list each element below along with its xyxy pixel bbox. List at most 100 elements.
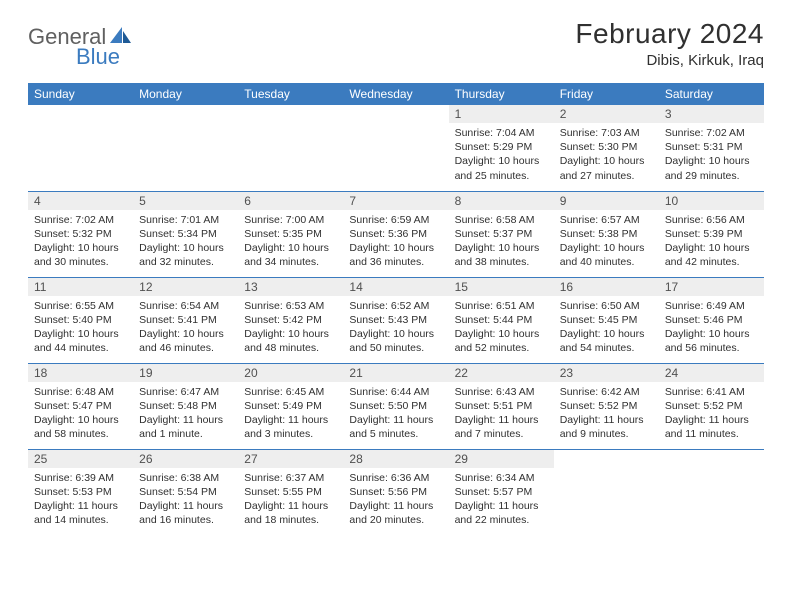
sunrise-line: Sunrise: 6:44 AM — [349, 385, 442, 399]
sunset-line: Sunset: 5:29 PM — [455, 140, 548, 154]
calendar-row: 25Sunrise: 6:39 AMSunset: 5:53 PMDayligh… — [28, 449, 764, 535]
daylight-line: Daylight: 11 hours and 1 minute. — [139, 413, 232, 441]
sunrise-line: Sunrise: 6:45 AM — [244, 385, 337, 399]
sunrise-line: Sunrise: 6:52 AM — [349, 299, 442, 313]
sunset-line: Sunset: 5:54 PM — [139, 485, 232, 499]
header: General February 2024 Dibis, Kirkuk, Ira… — [28, 18, 764, 69]
daylight-line: Daylight: 10 hours and 34 minutes. — [244, 241, 337, 269]
day-number: 20 — [238, 364, 343, 382]
day-number: 9 — [554, 192, 659, 210]
day-details: Sunrise: 6:53 AMSunset: 5:42 PMDaylight:… — [238, 296, 343, 360]
day-details: Sunrise: 6:54 AMSunset: 5:41 PMDaylight:… — [133, 296, 238, 360]
day-number: 17 — [659, 278, 764, 296]
weekday-header: Tuesday — [238, 83, 343, 105]
calendar-cell: 13Sunrise: 6:53 AMSunset: 5:42 PMDayligh… — [238, 277, 343, 363]
day-details: Sunrise: 6:59 AMSunset: 5:36 PMDaylight:… — [343, 210, 448, 274]
daylight-line: Daylight: 11 hours and 7 minutes. — [455, 413, 548, 441]
day-details: Sunrise: 6:37 AMSunset: 5:55 PMDaylight:… — [238, 468, 343, 532]
sunrise-line: Sunrise: 6:49 AM — [665, 299, 758, 313]
daylight-line: Daylight: 11 hours and 5 minutes. — [349, 413, 442, 441]
calendar-cell: 15Sunrise: 6:51 AMSunset: 5:44 PMDayligh… — [449, 277, 554, 363]
sunset-line: Sunset: 5:52 PM — [665, 399, 758, 413]
daylight-line: Daylight: 10 hours and 50 minutes. — [349, 327, 442, 355]
sunrise-line: Sunrise: 6:42 AM — [560, 385, 653, 399]
day-details: Sunrise: 6:51 AMSunset: 5:44 PMDaylight:… — [449, 296, 554, 360]
day-number: 27 — [238, 450, 343, 468]
day-details: Sunrise: 6:43 AMSunset: 5:51 PMDaylight:… — [449, 382, 554, 446]
day-details: Sunrise: 6:58 AMSunset: 5:37 PMDaylight:… — [449, 210, 554, 274]
sunrise-line: Sunrise: 6:43 AM — [455, 385, 548, 399]
day-details: Sunrise: 6:41 AMSunset: 5:52 PMDaylight:… — [659, 382, 764, 446]
day-number: 7 — [343, 192, 448, 210]
sunrise-line: Sunrise: 6:50 AM — [560, 299, 653, 313]
sunset-line: Sunset: 5:30 PM — [560, 140, 653, 154]
day-number: 14 — [343, 278, 448, 296]
sunset-line: Sunset: 5:46 PM — [665, 313, 758, 327]
day-number: 1 — [449, 105, 554, 123]
calendar-cell-empty — [238, 105, 343, 191]
daylight-line: Daylight: 11 hours and 9 minutes. — [560, 413, 653, 441]
weekday-header: Thursday — [449, 83, 554, 105]
calendar-cell: 12Sunrise: 6:54 AMSunset: 5:41 PMDayligh… — [133, 277, 238, 363]
daylight-line: Daylight: 10 hours and 25 minutes. — [455, 154, 548, 182]
sunrise-line: Sunrise: 7:04 AM — [455, 126, 548, 140]
sunrise-line: Sunrise: 6:57 AM — [560, 213, 653, 227]
calendar-cell: 18Sunrise: 6:48 AMSunset: 5:47 PMDayligh… — [28, 363, 133, 449]
calendar-cell-empty — [28, 105, 133, 191]
calendar-body: 1Sunrise: 7:04 AMSunset: 5:29 PMDaylight… — [28, 105, 764, 535]
calendar-cell: 20Sunrise: 6:45 AMSunset: 5:49 PMDayligh… — [238, 363, 343, 449]
weekday-header: Friday — [554, 83, 659, 105]
calendar-cell: 23Sunrise: 6:42 AMSunset: 5:52 PMDayligh… — [554, 363, 659, 449]
day-details: Sunrise: 7:03 AMSunset: 5:30 PMDaylight:… — [554, 123, 659, 187]
calendar-cell: 24Sunrise: 6:41 AMSunset: 5:52 PMDayligh… — [659, 363, 764, 449]
day-number: 2 — [554, 105, 659, 123]
day-details: Sunrise: 6:38 AMSunset: 5:54 PMDaylight:… — [133, 468, 238, 532]
calendar-cell: 26Sunrise: 6:38 AMSunset: 5:54 PMDayligh… — [133, 449, 238, 535]
weekday-header: Monday — [133, 83, 238, 105]
calendar-cell-empty — [659, 449, 764, 535]
day-details: Sunrise: 6:57 AMSunset: 5:38 PMDaylight:… — [554, 210, 659, 274]
sunset-line: Sunset: 5:35 PM — [244, 227, 337, 241]
calendar-row: 1Sunrise: 7:04 AMSunset: 5:29 PMDaylight… — [28, 105, 764, 191]
sunset-line: Sunset: 5:44 PM — [455, 313, 548, 327]
sunrise-line: Sunrise: 6:48 AM — [34, 385, 127, 399]
calendar-cell: 11Sunrise: 6:55 AMSunset: 5:40 PMDayligh… — [28, 277, 133, 363]
sunset-line: Sunset: 5:53 PM — [34, 485, 127, 499]
daylight-line: Daylight: 10 hours and 52 minutes. — [455, 327, 548, 355]
sunrise-line: Sunrise: 6:37 AM — [244, 471, 337, 485]
calendar-cell: 22Sunrise: 6:43 AMSunset: 5:51 PMDayligh… — [449, 363, 554, 449]
day-number: 11 — [28, 278, 133, 296]
sunset-line: Sunset: 5:51 PM — [455, 399, 548, 413]
calendar-header-row: SundayMondayTuesdayWednesdayThursdayFrid… — [28, 83, 764, 105]
month-title: February 2024 — [575, 18, 764, 50]
sunset-line: Sunset: 5:31 PM — [665, 140, 758, 154]
calendar-cell: 16Sunrise: 6:50 AMSunset: 5:45 PMDayligh… — [554, 277, 659, 363]
day-details: Sunrise: 7:02 AMSunset: 5:32 PMDaylight:… — [28, 210, 133, 274]
calendar-cell: 1 Sunrise: 7:04 AMSunset: 5:29 PMDaylight… — [449, 105, 554, 191]
day-number: 6 — [238, 192, 343, 210]
sunset-line: Sunset: 5:56 PM — [349, 485, 442, 499]
daylight-line: Daylight: 10 hours and 30 minutes. — [34, 241, 127, 269]
calendar-cell: 28Sunrise: 6:36 AMSunset: 5:56 PMDayligh… — [343, 449, 448, 535]
title-block: February 2024 Dibis, Kirkuk, Iraq — [575, 18, 764, 69]
sunrise-line: Sunrise: 6:38 AM — [139, 471, 232, 485]
day-details: Sunrise: 6:56 AMSunset: 5:39 PMDaylight:… — [659, 210, 764, 274]
calendar-cell-empty — [343, 105, 448, 191]
sunrise-line: Sunrise: 7:03 AM — [560, 126, 653, 140]
daylight-line: Daylight: 10 hours and 40 minutes. — [560, 241, 653, 269]
sunrise-line: Sunrise: 6:36 AM — [349, 471, 442, 485]
sunrise-line: Sunrise: 6:58 AM — [455, 213, 548, 227]
day-details: Sunrise: 6:45 AMSunset: 5:49 PMDaylight:… — [238, 382, 343, 446]
daylight-line: Daylight: 10 hours and 42 minutes. — [665, 241, 758, 269]
sunrise-line: Sunrise: 6:55 AM — [34, 299, 127, 313]
sunrise-line: Sunrise: 6:39 AM — [34, 471, 127, 485]
calendar-cell-empty — [554, 449, 659, 535]
day-number: 8 — [449, 192, 554, 210]
calendar-cell: 5Sunrise: 7:01 AMSunset: 5:34 PMDaylight… — [133, 191, 238, 277]
day-details: Sunrise: 6:42 AMSunset: 5:52 PMDaylight:… — [554, 382, 659, 446]
daylight-line: Daylight: 10 hours and 27 minutes. — [560, 154, 653, 182]
sunset-line: Sunset: 5:41 PM — [139, 313, 232, 327]
day-details: Sunrise: 6:44 AMSunset: 5:50 PMDaylight:… — [343, 382, 448, 446]
day-number: 10 — [659, 192, 764, 210]
calendar-cell: 7Sunrise: 6:59 AMSunset: 5:36 PMDaylight… — [343, 191, 448, 277]
